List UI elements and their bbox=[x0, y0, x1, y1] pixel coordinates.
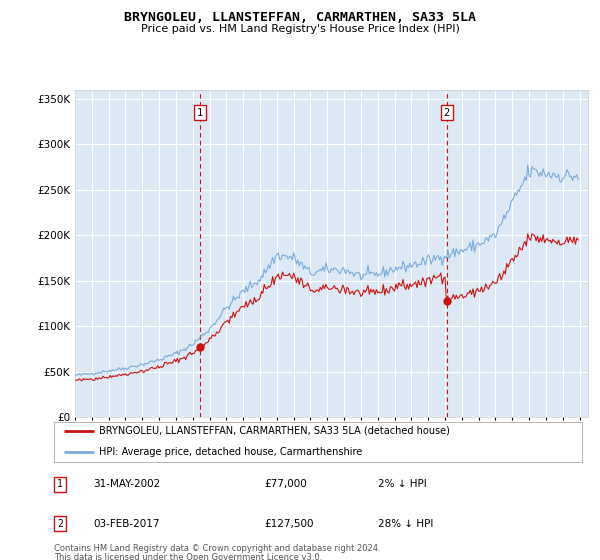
Text: Contains HM Land Registry data © Crown copyright and database right 2024.: Contains HM Land Registry data © Crown c… bbox=[54, 544, 380, 553]
Text: £77,000: £77,000 bbox=[264, 479, 307, 489]
Text: 2: 2 bbox=[57, 519, 63, 529]
Text: 1: 1 bbox=[57, 479, 63, 489]
Text: 2% ↓ HPI: 2% ↓ HPI bbox=[378, 479, 427, 489]
Text: 31-MAY-2002: 31-MAY-2002 bbox=[93, 479, 160, 489]
Text: This data is licensed under the Open Government Licence v3.0.: This data is licensed under the Open Gov… bbox=[54, 553, 322, 560]
Text: £127,500: £127,500 bbox=[264, 519, 314, 529]
Text: BRYNGOLEU, LLANSTEFFAN, CARMARTHEN, SA33 5LA: BRYNGOLEU, LLANSTEFFAN, CARMARTHEN, SA33… bbox=[124, 11, 476, 24]
Text: 2: 2 bbox=[443, 108, 449, 118]
Text: 1: 1 bbox=[197, 108, 203, 118]
Text: 28% ↓ HPI: 28% ↓ HPI bbox=[378, 519, 433, 529]
Text: HPI: Average price, detached house, Carmarthenshire: HPI: Average price, detached house, Carm… bbox=[99, 447, 362, 457]
Text: 03-FEB-2017: 03-FEB-2017 bbox=[93, 519, 160, 529]
Text: BRYNGOLEU, LLANSTEFFAN, CARMARTHEN, SA33 5LA (detached house): BRYNGOLEU, LLANSTEFFAN, CARMARTHEN, SA33… bbox=[99, 426, 450, 436]
Text: Price paid vs. HM Land Registry's House Price Index (HPI): Price paid vs. HM Land Registry's House … bbox=[140, 24, 460, 34]
